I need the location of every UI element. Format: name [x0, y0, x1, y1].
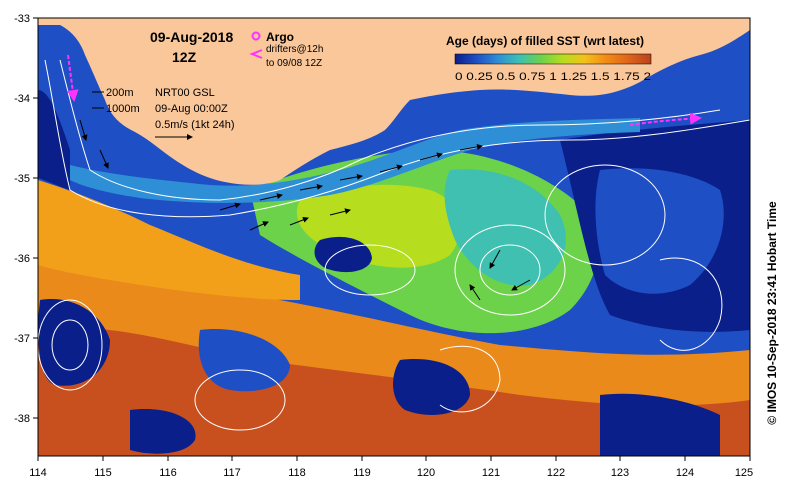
- colorbar: Age (days) of filled SST (wrt latest) 0 …: [446, 34, 652, 83]
- x-tick-114: 114: [29, 467, 47, 479]
- axis-ticks: [33, 17, 751, 461]
- x-tick-116: 116: [159, 467, 177, 479]
- sst-patch-southeast-navy: [600, 393, 720, 456]
- sst-patch-south-navy-3: [130, 409, 196, 454]
- vector-scale-label: 0.5m/s (1kt 24h): [155, 119, 234, 131]
- sst-region-west-navy: [38, 90, 70, 190]
- argo-marker-icon: [251, 31, 261, 41]
- sst-region-east-blue: [595, 168, 724, 294]
- drifters-legend-label: drifters@12h: [266, 44, 323, 55]
- sst-region-west-orange: [38, 180, 300, 300]
- imos-credit: © IMOS 10-Sep-2018 23:41 Hobart Time: [765, 201, 779, 425]
- x-tick-125: 125: [735, 467, 753, 479]
- y-tick-33: -33: [14, 13, 30, 25]
- colorbar-ticks: 0 0.25 0.5 0.75 1 1.25 1.5 1.75 2: [455, 71, 651, 83]
- map-hour-title: 12Z: [172, 49, 197, 65]
- x-tick-115: 115: [94, 467, 112, 479]
- x-tick-118: 118: [288, 467, 306, 479]
- x-tick-117: 117: [223, 467, 241, 479]
- sst-region-southwest-navy: [38, 299, 110, 386]
- contour-legend: 200m 1000m NRT00 GSL 09-Aug 00:00Z 0.5m/…: [92, 87, 234, 140]
- x-axis-labels: 114 115 116 117 118 119 120 121 122 123 …: [29, 467, 753, 479]
- y-tick-37: -37: [14, 333, 30, 345]
- x-tick-119: 119: [353, 467, 371, 479]
- sst-patch-south-navy-2: [393, 359, 470, 415]
- drifter-track: [66, 54, 702, 126]
- x-tick-120: 120: [417, 467, 435, 479]
- x-tick-121: 121: [482, 467, 500, 479]
- sst-region-shelf-band: [70, 118, 640, 203]
- colorbar-title: Age (days) of filled SST (wrt latest): [446, 34, 644, 48]
- y-tick-35: -35: [14, 173, 30, 185]
- bathymetry-contours: [38, 59, 750, 431]
- x-tick-122: 122: [547, 467, 565, 479]
- x-tick-123: 123: [611, 467, 629, 479]
- y-tick-38: -38: [14, 413, 30, 425]
- drifters-legend-sublabel: to 09/08 12Z: [266, 58, 322, 69]
- x-tick-124: 124: [676, 467, 694, 479]
- colorbar-gradient: [454, 53, 652, 65]
- contour-200m-label: 200m: [106, 87, 134, 99]
- argo-legend-label: Argo: [266, 30, 294, 44]
- product-label: NRT00 GSL: [155, 87, 215, 99]
- y-axis-labels: -33 -34 -35 -36 -37 -38: [14, 13, 30, 425]
- contour-1000m-label: 1000m: [106, 103, 140, 115]
- current-vectors: [79, 119, 531, 301]
- product-date-label: 09-Aug 00:00Z: [155, 103, 228, 115]
- plot-frame: [37, 17, 751, 457]
- map-date-title: 09-Aug-2018: [150, 29, 233, 45]
- drifter-marker-icon: [249, 49, 263, 59]
- y-tick-34: -34: [14, 93, 30, 105]
- y-tick-36: -36: [14, 253, 30, 265]
